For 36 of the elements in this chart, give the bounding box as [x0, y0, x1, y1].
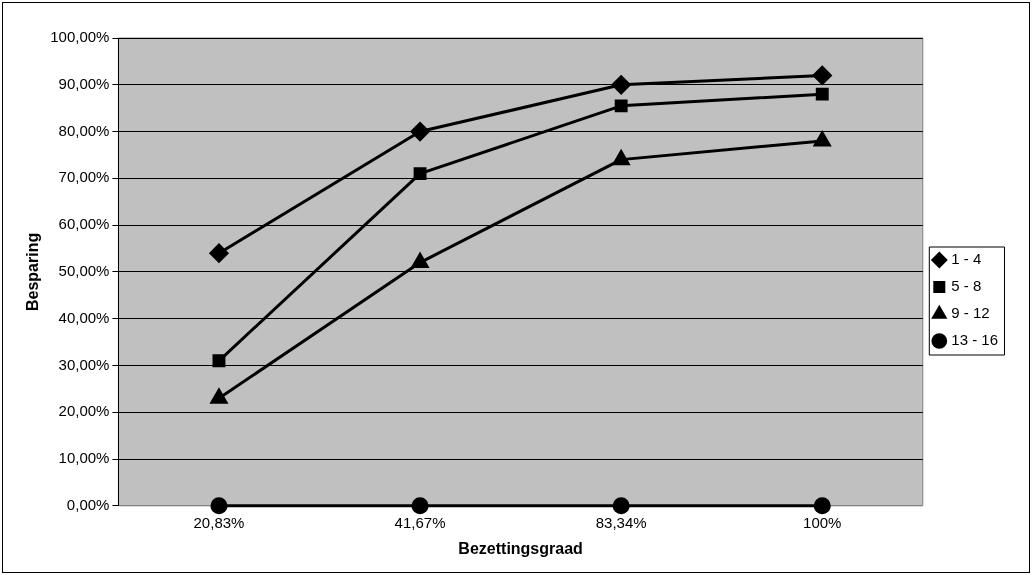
y-tick-label: 30,00%	[58, 355, 110, 373]
point	[611, 75, 631, 95]
x-tick-label: 100%	[803, 513, 842, 531]
y-tick-label: 10,00%	[58, 449, 110, 467]
y-tick-label: 100,00%	[50, 28, 110, 46]
y-tick-label: 80,00%	[58, 121, 110, 139]
point	[815, 87, 829, 101]
x-axis-title: Bezettingsgraad	[458, 539, 583, 557]
legend-label: 13 - 16	[951, 331, 998, 349]
y-tick-label: 0,00%	[66, 495, 110, 513]
legend-label: 1 - 4	[951, 250, 982, 268]
point	[212, 354, 226, 368]
point	[813, 131, 831, 147]
y-tick-label: 50,00%	[58, 262, 110, 280]
y-tick-label: 20,00%	[58, 402, 110, 420]
y-tick-label: 90,00%	[58, 74, 110, 92]
point	[410, 122, 430, 142]
x-tick-label: 41,67%	[394, 513, 446, 531]
legend-label: 5 - 8	[951, 277, 982, 295]
point	[612, 497, 630, 515]
point	[812, 65, 832, 85]
y-tick-label: 40,00%	[58, 308, 110, 326]
point	[209, 243, 229, 263]
point	[411, 497, 429, 515]
point	[612, 150, 630, 166]
point	[614, 99, 628, 113]
point	[210, 497, 228, 515]
point	[813, 497, 831, 515]
y-axis-title: Besparing	[24, 232, 42, 312]
legend-label: 9 - 12	[951, 304, 990, 322]
point	[413, 167, 427, 181]
y-tick-label: 60,00%	[58, 215, 110, 233]
point	[411, 253, 429, 269]
y-tick-label: 70,00%	[58, 168, 110, 186]
x-tick-label: 20,83%	[193, 513, 245, 531]
x-tick-label: 83,34%	[595, 513, 647, 531]
